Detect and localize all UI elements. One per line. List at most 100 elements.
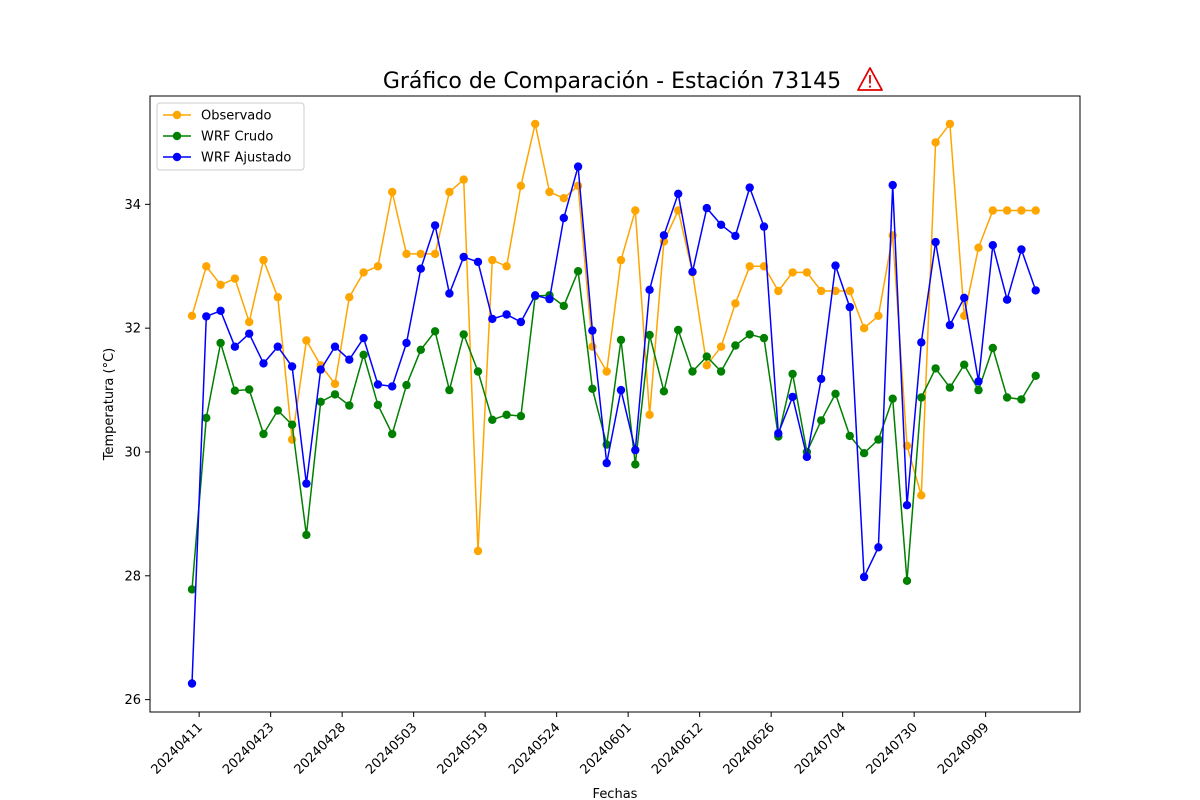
data-point	[874, 311, 883, 320]
data-point	[931, 237, 940, 247]
data-point	[473, 257, 483, 267]
legend-label: WRF Ajustado	[201, 151, 291, 166]
legend-item: WRF Ajustado	[163, 151, 291, 166]
legend-box	[156, 102, 305, 171]
data-point	[502, 310, 511, 319]
data-point	[459, 252, 468, 262]
data-point	[859, 572, 869, 582]
data-point	[817, 374, 826, 384]
data-point	[674, 189, 683, 198]
data-point	[230, 274, 240, 283]
data-point	[488, 415, 497, 424]
data-point	[616, 335, 626, 345]
data-point	[859, 449, 869, 458]
data-point	[716, 342, 726, 351]
y-axis-label: Temperatura (°C)	[102, 348, 117, 461]
data-point	[245, 385, 254, 394]
data-point	[416, 264, 425, 273]
data-point	[359, 268, 368, 277]
data-point	[745, 262, 754, 271]
data-point	[659, 231, 669, 240]
chart-title: Gráfico de Comparación - Estación 73145	[383, 69, 841, 94]
y-tick-label: 30	[124, 445, 141, 460]
data-point	[659, 387, 669, 396]
data-point	[902, 576, 912, 585]
data-point	[588, 384, 597, 393]
data-point	[588, 326, 597, 335]
data-point	[888, 180, 897, 190]
data-point	[559, 194, 568, 203]
data-point	[445, 289, 454, 298]
series-2	[187, 162, 1040, 688]
series-0	[187, 119, 1040, 556]
data-point	[631, 460, 640, 469]
data-point	[316, 365, 325, 374]
y-tick-label: 26	[124, 693, 141, 708]
data-point	[330, 390, 340, 399]
data-point	[516, 317, 526, 327]
data-point	[731, 299, 740, 308]
data-point	[631, 445, 640, 455]
data-point	[645, 330, 654, 340]
data-point	[817, 286, 826, 296]
data-point	[202, 262, 211, 271]
data-point	[974, 377, 983, 386]
data-point	[445, 187, 454, 197]
data-point	[402, 338, 411, 348]
data-point	[516, 411, 526, 421]
data-point	[859, 324, 869, 333]
data-point	[402, 249, 411, 259]
data-point	[888, 394, 897, 403]
data-point	[845, 286, 854, 296]
data-point	[187, 679, 197, 688]
data-point	[945, 383, 955, 392]
y-tick-label: 28	[124, 569, 141, 584]
data-point	[788, 268, 797, 277]
data-point	[459, 330, 468, 339]
data-point	[573, 181, 583, 190]
data-point	[545, 187, 554, 197]
data-point	[273, 342, 282, 351]
data-point	[1002, 295, 1012, 304]
data-point	[302, 336, 311, 345]
data-point	[273, 406, 282, 415]
data-point	[759, 333, 769, 343]
data-point	[573, 267, 583, 276]
data-point	[702, 352, 711, 361]
data-point	[416, 345, 425, 354]
data-point	[502, 410, 511, 419]
data-point	[960, 360, 969, 369]
data-point	[345, 293, 354, 302]
data-point	[273, 293, 282, 302]
data-point	[702, 203, 711, 213]
data-point	[287, 420, 297, 429]
data-point	[216, 306, 225, 315]
data-point	[259, 255, 268, 265]
data-point	[931, 364, 940, 373]
data-point	[688, 367, 697, 376]
data-point	[831, 389, 840, 398]
legend-item: Observado	[163, 109, 272, 124]
data-point	[516, 181, 526, 190]
data-point	[588, 342, 597, 351]
data-point	[831, 286, 840, 296]
data-point	[602, 458, 611, 468]
data-point	[1017, 245, 1026, 254]
data-point	[373, 262, 383, 271]
data-point	[202, 312, 211, 321]
data-point	[187, 585, 197, 594]
data-point	[359, 350, 368, 359]
data-point	[359, 333, 368, 343]
data-point	[545, 294, 554, 304]
legend-label: WRF Crudo	[201, 130, 273, 145]
data-point	[230, 342, 240, 351]
data-point	[187, 311, 197, 320]
legend-marker	[172, 131, 182, 141]
data-point	[945, 320, 955, 330]
data-point	[874, 543, 883, 552]
data-point	[488, 314, 497, 324]
data-point	[1031, 371, 1040, 380]
data-point	[245, 329, 254, 338]
warning-icon	[857, 67, 883, 91]
data-point	[531, 119, 540, 129]
